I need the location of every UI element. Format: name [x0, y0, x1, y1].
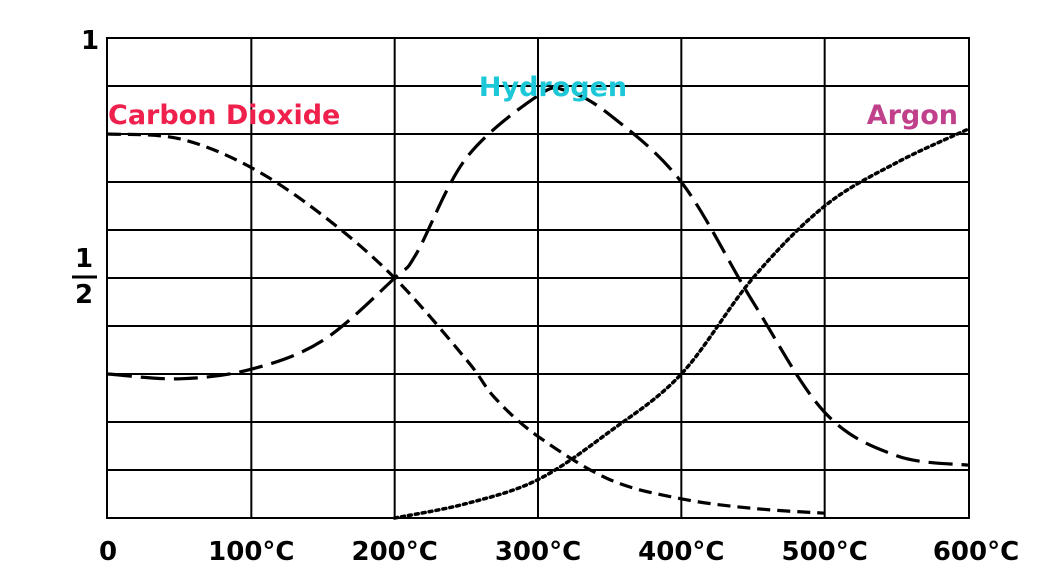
y-tick-label-half-denominator: 2 — [75, 280, 93, 310]
x-tick-label: 100°C — [208, 537, 294, 567]
series-label-argon: Argon — [867, 100, 958, 131]
y-tick-label-one: 1 — [81, 26, 99, 56]
x-tick-label: 300°C — [495, 537, 581, 567]
chart-ticks: 1 1 2 0 100°C 200°C 300°C 400°C 500°C 600°C — [72, 26, 1019, 567]
series-label-carbon-dioxide: Carbon Dioxide — [108, 100, 340, 131]
y-tick-label-half-numerator: 1 — [75, 244, 93, 274]
x-tick-label: 400°C — [638, 537, 724, 567]
x-tick-label: 500°C — [781, 537, 867, 567]
x-tick-label: 600°C — [933, 537, 1019, 567]
series-label-hydrogen: Hydrogen — [479, 72, 627, 103]
series-line-argon — [392, 127, 970, 520]
x-tick-label: 200°C — [351, 537, 437, 567]
chart-series — [107, 86, 970, 520]
series-labels: Carbon Dioxide Hydrogen Argon — [108, 72, 958, 131]
chart-grid — [106, 37, 970, 519]
series-line-hydrogen — [107, 86, 969, 467]
series-line-carbon-dioxide — [107, 132, 825, 515]
x-tick-label: 0 — [99, 537, 117, 567]
